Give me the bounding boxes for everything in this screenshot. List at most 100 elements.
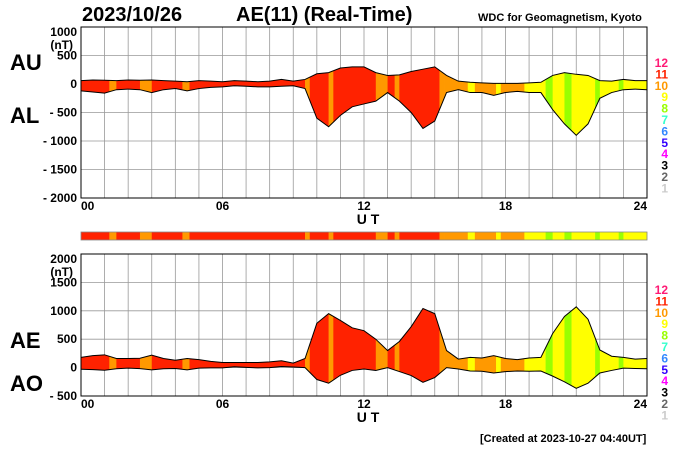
station-bar-segment xyxy=(474,232,497,240)
station-count-band xyxy=(333,306,377,389)
y-tick-label: 2000 xyxy=(50,252,77,266)
station-count-band xyxy=(109,306,117,389)
station-bar-segment xyxy=(618,232,624,240)
y-tick-label: - 1000 xyxy=(43,134,77,148)
x-tick-label: 24 xyxy=(634,397,648,411)
station-legend-12: 12 xyxy=(655,283,669,297)
y-tick-label: 0 xyxy=(70,77,77,91)
ao-label: AO xyxy=(10,371,43,396)
station-count-band xyxy=(595,66,601,136)
station-bar-segment xyxy=(599,232,619,240)
ao-line xyxy=(80,365,648,389)
station-count-band xyxy=(151,306,183,389)
station-bar-segment xyxy=(444,232,469,240)
y-tick-label: - 500 xyxy=(50,106,78,120)
station-bar-segment xyxy=(305,232,311,240)
station-count-band xyxy=(444,306,469,389)
x-tick-label: 06 xyxy=(216,199,230,213)
ae-label: AE xyxy=(10,328,41,353)
station-bar-segment xyxy=(623,232,648,240)
station-count-band xyxy=(571,66,596,136)
station-count-band xyxy=(439,66,445,136)
station-count-band xyxy=(439,306,445,389)
station-legend-9: 9 xyxy=(661,90,668,104)
station-legend-12: 12 xyxy=(655,56,669,70)
station-count-band xyxy=(182,306,190,389)
station-bar-segment xyxy=(387,232,395,240)
station-count-band xyxy=(467,306,476,389)
station-count-band xyxy=(387,306,395,389)
station-bar-segment xyxy=(375,232,388,240)
plot-frame xyxy=(80,253,648,397)
station-legend-8: 8 xyxy=(661,102,668,116)
station-count-band xyxy=(394,306,400,389)
unit-label: (nT) xyxy=(50,38,73,52)
station-bar-segment xyxy=(439,232,445,240)
station-legend-2: 2 xyxy=(661,397,668,411)
created-label: [Created at 2023-10-27 04:40UT] xyxy=(480,433,647,445)
station-bar-segment xyxy=(151,232,183,240)
station-legend-3: 3 xyxy=(661,386,668,400)
station-count-band xyxy=(545,66,553,136)
al-line xyxy=(80,85,648,136)
y-tick-label: 1500 xyxy=(50,275,77,289)
station-count-band xyxy=(496,306,502,389)
station-bar-segment xyxy=(189,232,306,240)
station-count-band xyxy=(81,306,110,389)
station-legend-8: 8 xyxy=(661,329,668,343)
station-count-band xyxy=(571,306,596,389)
y-tick-label: 500 xyxy=(57,49,77,63)
x-axis-label: U T xyxy=(357,211,380,227)
station-count-band xyxy=(474,306,497,389)
station-legend-11: 11 xyxy=(655,67,668,81)
y-tick-label: 500 xyxy=(57,332,77,346)
x-tick-label: 06 xyxy=(216,397,230,411)
x-tick-label: 18 xyxy=(499,199,513,213)
station-count-band xyxy=(328,66,334,136)
al-label: AL xyxy=(10,103,40,128)
station-count-band xyxy=(399,306,440,389)
station-count-band xyxy=(139,306,153,389)
station-bar-segment xyxy=(564,232,572,240)
station-count-band xyxy=(305,306,311,389)
station-count-band xyxy=(623,306,647,389)
station-legend-4: 4 xyxy=(661,147,668,161)
station-bar-segment xyxy=(81,232,110,240)
unit-label: (nT) xyxy=(50,265,73,279)
station-legend-7: 7 xyxy=(661,113,668,127)
y-tick-label: 1000 xyxy=(50,25,77,39)
station-legend-11: 11 xyxy=(655,294,668,308)
station-bar-segment xyxy=(545,232,553,240)
source-label: WDC for Geomagnetism, Kyoto xyxy=(478,12,642,24)
station-count-band xyxy=(618,306,624,389)
station-count-band xyxy=(564,66,572,136)
x-tick-label: 00 xyxy=(81,199,95,213)
station-legend-5: 5 xyxy=(661,363,668,377)
station-legend-3: 3 xyxy=(661,159,668,173)
station-bar-segment xyxy=(109,232,117,240)
station-legend-9: 9 xyxy=(661,317,668,331)
station-bar-segment xyxy=(571,232,596,240)
station-bar-segment xyxy=(309,232,329,240)
y-tick-label: 0 xyxy=(70,361,77,375)
station-bar-segment xyxy=(496,232,502,240)
station-bar-segment xyxy=(333,232,377,240)
station-legend-10: 10 xyxy=(655,79,669,93)
station-count-band xyxy=(595,306,601,389)
x-axis-label: U T xyxy=(357,409,380,425)
station-bar-segment xyxy=(394,232,400,240)
au-label: AU xyxy=(10,50,42,75)
y-tick-label: - 500 xyxy=(50,389,78,403)
x-tick-label: 00 xyxy=(81,397,95,411)
x-tick-label: 12 xyxy=(357,199,371,213)
station-count-band xyxy=(328,306,334,389)
plot-date: 2023/10/26 xyxy=(82,4,183,26)
station-bar-segment xyxy=(595,232,601,240)
station-bar-segment xyxy=(524,232,546,240)
station-legend-7: 7 xyxy=(661,340,668,354)
station-count-band xyxy=(564,306,572,389)
ae-line xyxy=(80,306,648,364)
station-bar-segment xyxy=(500,232,525,240)
x-tick-label: 12 xyxy=(357,397,371,411)
